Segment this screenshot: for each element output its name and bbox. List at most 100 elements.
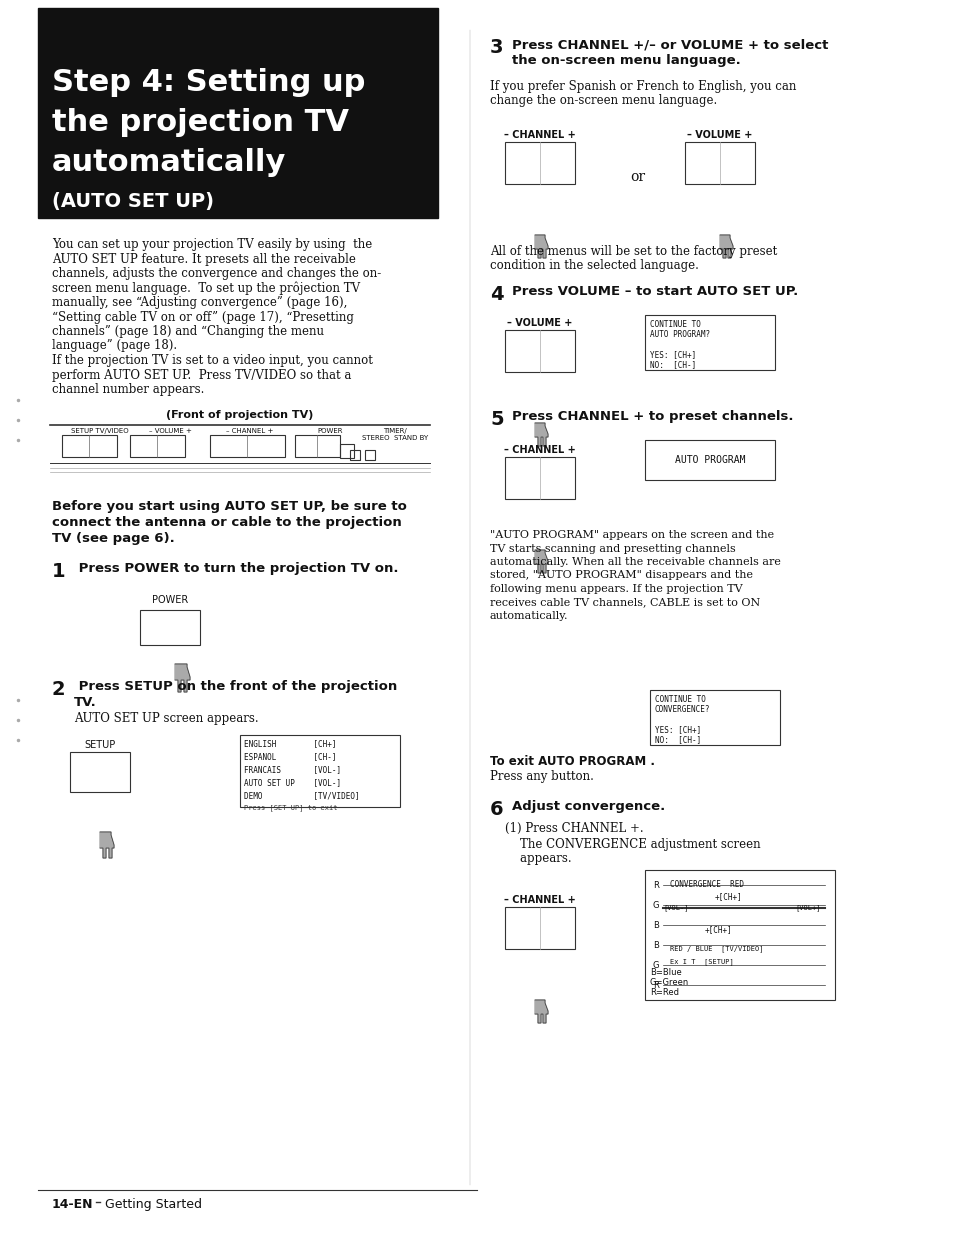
Text: TV.: TV. bbox=[74, 695, 96, 709]
Text: AUTO PROGRAM: AUTO PROGRAM bbox=[674, 455, 744, 465]
Text: – CHANNEL +: – CHANNEL + bbox=[503, 445, 576, 455]
Text: Press SETUP on the front of the projection: Press SETUP on the front of the projecti… bbox=[74, 681, 396, 693]
Text: TV starts scanning and presetting channels: TV starts scanning and presetting channe… bbox=[490, 544, 735, 554]
Text: YES: [CH+]: YES: [CH+] bbox=[655, 725, 700, 734]
Text: – VOLUME +: – VOLUME + bbox=[686, 129, 752, 141]
Text: B: B bbox=[652, 921, 659, 930]
Text: "AUTO PROGRAM" appears on the screen and the: "AUTO PROGRAM" appears on the screen and… bbox=[490, 530, 773, 540]
Text: (Front of projection TV): (Front of projection TV) bbox=[166, 411, 314, 420]
Text: Adjust convergence.: Adjust convergence. bbox=[512, 800, 664, 813]
Text: AUTO SET UP    [VOL-]: AUTO SET UP [VOL-] bbox=[244, 778, 341, 787]
Polygon shape bbox=[535, 1000, 547, 1023]
Text: [VOL-]: [VOL-] bbox=[662, 905, 688, 911]
Text: B=Blue: B=Blue bbox=[649, 968, 681, 977]
Text: the projection TV: the projection TV bbox=[52, 109, 349, 137]
Text: automatically.: automatically. bbox=[490, 612, 568, 621]
Text: TV (see page 6).: TV (see page 6). bbox=[52, 531, 174, 545]
Text: If you prefer Spanish or French to English, you can: If you prefer Spanish or French to Engli… bbox=[490, 80, 796, 92]
Bar bbox=[504, 330, 575, 372]
Text: – CHANNEL +: – CHANNEL + bbox=[503, 129, 576, 141]
Bar bbox=[240, 735, 399, 808]
Bar bbox=[339, 444, 354, 457]
Text: NO:  [CH-]: NO: [CH-] bbox=[649, 360, 696, 369]
Text: (1) Press CHANNEL +.: (1) Press CHANNEL +. bbox=[490, 822, 643, 835]
Text: receives cable TV channels, CABLE is set to ON: receives cable TV channels, CABLE is set… bbox=[490, 598, 760, 608]
Bar bbox=[504, 907, 575, 949]
Bar bbox=[38, 7, 437, 218]
Text: CONVERGENCE?: CONVERGENCE? bbox=[655, 705, 710, 714]
Text: ESPANOL        [CH-]: ESPANOL [CH-] bbox=[244, 752, 336, 761]
Text: the on-screen menu language.: the on-screen menu language. bbox=[512, 54, 740, 67]
Text: If the projection TV is set to a video input, you cannot: If the projection TV is set to a video i… bbox=[52, 354, 373, 367]
Text: Press any button.: Press any button. bbox=[490, 769, 594, 783]
Text: ENGLISH        [CH+]: ENGLISH [CH+] bbox=[244, 739, 336, 748]
Bar bbox=[504, 142, 575, 184]
Text: (AUTO SET UP): (AUTO SET UP) bbox=[52, 192, 213, 211]
Text: – VOLUME +: – VOLUME + bbox=[507, 318, 572, 328]
Text: R: R bbox=[652, 980, 659, 990]
Text: YES: [CH+]: YES: [CH+] bbox=[649, 350, 696, 359]
Text: language” (page 18).: language” (page 18). bbox=[52, 339, 177, 353]
Text: following menu appears. If the projection TV: following menu appears. If the projectio… bbox=[490, 584, 741, 594]
Bar bbox=[130, 435, 185, 457]
Text: Step 4: Setting up: Step 4: Setting up bbox=[52, 68, 365, 97]
Text: Getting Started: Getting Started bbox=[105, 1198, 202, 1211]
Bar bbox=[644, 440, 774, 480]
Polygon shape bbox=[720, 236, 732, 258]
Text: G=Green: G=Green bbox=[649, 978, 688, 986]
Bar bbox=[504, 457, 575, 499]
Text: channels, adjusts the convergence and changes the on-: channels, adjusts the convergence and ch… bbox=[52, 268, 381, 280]
Bar bbox=[294, 435, 339, 457]
Text: perform AUTO SET UP.  Press TV/VIDEO so that a: perform AUTO SET UP. Press TV/VIDEO so t… bbox=[52, 369, 351, 381]
Text: FRANCAIS       [VOL-]: FRANCAIS [VOL-] bbox=[244, 764, 341, 774]
Text: Press CHANNEL + to preset channels.: Press CHANNEL + to preset channels. bbox=[512, 411, 793, 423]
Bar bbox=[644, 870, 834, 1000]
Text: “Setting cable TV on or off” (page 17), “Presetting: “Setting cable TV on or off” (page 17), … bbox=[52, 311, 354, 323]
Bar bbox=[644, 314, 774, 370]
Text: R: R bbox=[652, 880, 659, 889]
Text: You can set up your projection TV easily by using  the: You can set up your projection TV easily… bbox=[52, 238, 372, 252]
Text: RED / BLUE  [TV/VIDEO]: RED / BLUE [TV/VIDEO] bbox=[669, 944, 762, 952]
Text: – CHANNEL +: – CHANNEL + bbox=[226, 428, 274, 434]
Bar bbox=[62, 435, 117, 457]
Polygon shape bbox=[100, 832, 113, 858]
Text: stored, "AUTO PROGRAM" disappears and the: stored, "AUTO PROGRAM" disappears and th… bbox=[490, 571, 752, 581]
Text: manually, see “Adjusting convergence” (page 16),: manually, see “Adjusting convergence” (p… bbox=[52, 296, 347, 309]
Text: SETUP: SETUP bbox=[84, 740, 115, 750]
Text: NO:  [CH-]: NO: [CH-] bbox=[655, 735, 700, 743]
Text: TIMER/
STEREO  STAND BY: TIMER/ STEREO STAND BY bbox=[361, 428, 428, 441]
Bar bbox=[210, 435, 285, 457]
Text: POWER: POWER bbox=[317, 428, 342, 434]
Text: Press [SET UP] to exit: Press [SET UP] to exit bbox=[244, 804, 337, 811]
Text: All of the menus will be set to the factory preset: All of the menus will be set to the fact… bbox=[490, 245, 777, 258]
Text: 2: 2 bbox=[52, 681, 66, 699]
Text: Ex I T  [SETUP]: Ex I T [SETUP] bbox=[669, 958, 733, 964]
Text: AUTO SET UP feature. It presets all the receivable: AUTO SET UP feature. It presets all the … bbox=[52, 253, 355, 265]
Bar bbox=[365, 450, 375, 460]
Text: change the on-screen menu language.: change the on-screen menu language. bbox=[490, 94, 717, 107]
Bar bbox=[649, 690, 780, 745]
Text: 5: 5 bbox=[490, 411, 503, 429]
Text: – CHANNEL +: – CHANNEL + bbox=[503, 895, 576, 905]
Text: 14-EN: 14-EN bbox=[52, 1198, 93, 1211]
Bar bbox=[684, 142, 754, 184]
Polygon shape bbox=[535, 550, 547, 573]
Text: 6: 6 bbox=[490, 800, 503, 819]
Polygon shape bbox=[174, 665, 190, 692]
Text: CONTINUE TO: CONTINUE TO bbox=[649, 321, 700, 329]
Text: CONTINUE TO: CONTINUE TO bbox=[655, 695, 705, 704]
Text: CONVERGENCE  RED: CONVERGENCE RED bbox=[669, 880, 743, 889]
Text: AUTO SET UP screen appears.: AUTO SET UP screen appears. bbox=[74, 711, 258, 725]
Text: B: B bbox=[652, 941, 659, 949]
Text: Press POWER to turn the projection TV on.: Press POWER to turn the projection TV on… bbox=[74, 562, 398, 575]
Text: channels” (page 18) and “Changing the menu: channels” (page 18) and “Changing the me… bbox=[52, 326, 324, 338]
Bar bbox=[70, 752, 130, 792]
Text: 3: 3 bbox=[490, 38, 503, 57]
Text: Before you start using AUTO SET UP, be sure to: Before you start using AUTO SET UP, be s… bbox=[52, 501, 406, 513]
Text: 1: 1 bbox=[52, 562, 72, 581]
Bar bbox=[140, 610, 200, 645]
Text: automatically. When all the receivable channels are: automatically. When all the receivable c… bbox=[490, 557, 781, 567]
Text: [VOL+]: [VOL+] bbox=[794, 905, 820, 911]
Text: G: G bbox=[652, 900, 659, 910]
Text: 4: 4 bbox=[490, 285, 503, 305]
